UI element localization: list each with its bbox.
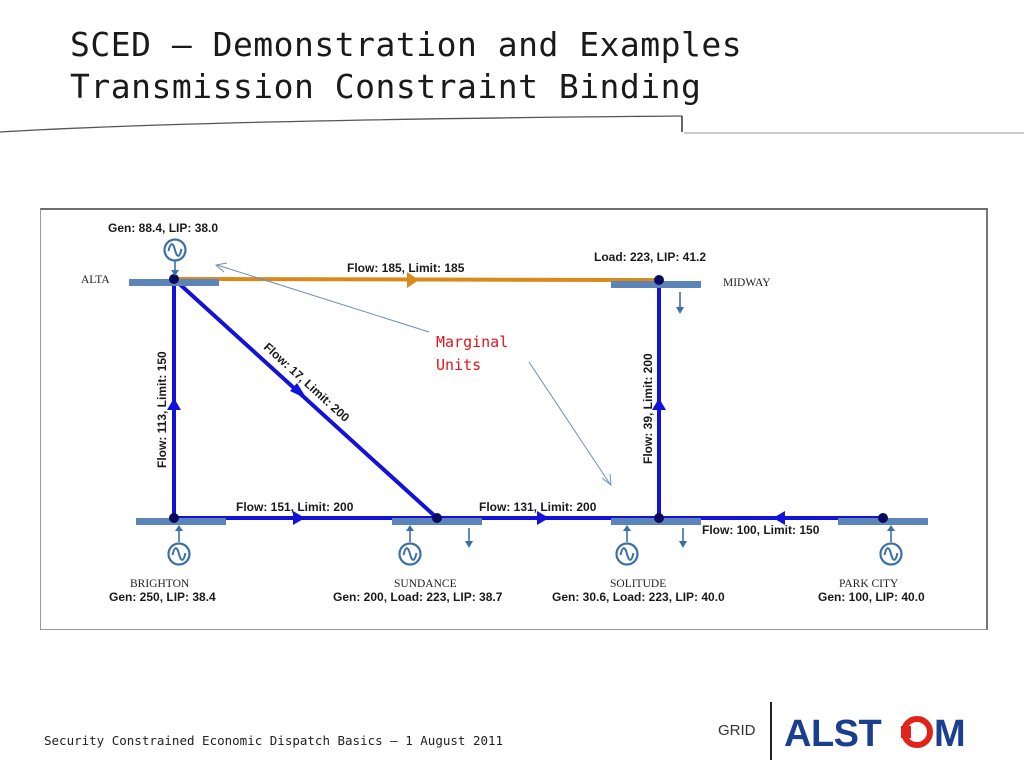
bus-info-parkcity: Gen: 100, LIP: 40.0 — [818, 590, 925, 604]
network-diagram: ALTA MIDWAY BRIGHTON SUNDANCE SOLITUDE P… — [81, 221, 928, 604]
arrow-alta-sundance — [290, 383, 307, 399]
generator-brighton-icon — [167, 525, 191, 566]
node-parkcity — [878, 513, 888, 523]
title-rule — [0, 115, 1024, 134]
load-sundance-icon — [465, 528, 473, 548]
node-midway — [654, 275, 664, 285]
bus-bar-midway — [611, 281, 701, 288]
node-brighton — [169, 513, 179, 523]
load-midway-icon — [676, 292, 684, 314]
bus-info-alta: Gen: 88.4, LIP: 38.0 — [108, 221, 218, 235]
flow-label-parkcity-solitude: Flow: 100, Limit: 150 — [702, 523, 820, 537]
flow-label-midway-solitude: Flow: 39, Limit: 200 — [641, 353, 655, 464]
arrow-alta-midway — [407, 272, 419, 288]
bus-label-midway: MIDWAY — [723, 277, 771, 289]
footer-grid-label: GRID — [718, 722, 756, 739]
bus-bar-brighton — [136, 518, 226, 525]
pointer-to-alta — [216, 264, 430, 333]
generator-solitude-icon — [615, 525, 639, 566]
bus-label-sundance: SUNDANCE — [394, 578, 457, 590]
bus-info-solitude: Gen: 30.6, Load: 223, LIP: 40.0 — [552, 590, 725, 604]
footer-text: Security Constrained Economic Dispatch B… — [44, 733, 504, 748]
node-alta — [169, 274, 179, 284]
flow-label-brighton-sundance: Flow: 151, Limit: 200 — [236, 500, 354, 514]
page-title: SCED – Demonstration and Examples Transm… — [70, 24, 742, 108]
svg-text:ALST: ALST — [784, 713, 882, 754]
bus-info-sundance: Gen: 200, Load: 223, LIP: 38.7 — [333, 590, 503, 604]
pointer-to-solitude — [528, 361, 611, 485]
bus-label-brighton: BRIGHTON — [130, 578, 190, 590]
title-line-1: SCED – Demonstration and Examples — [70, 25, 743, 64]
marginal-units-pointers — [214, 262, 612, 487]
flow-label-alta-brighton: Flow: 113, Limit: 150 — [155, 351, 169, 468]
flow-arrows — [167, 272, 785, 525]
arrow-sundance-solitude — [537, 511, 549, 525]
generator-parkcity-icon — [879, 525, 903, 566]
arrow-alta-brighton — [167, 398, 181, 410]
arrow-parkcity-solitude — [773, 511, 785, 525]
flow-label-alta-midway: Flow: 185, Limit: 185 — [347, 261, 465, 275]
marginal-units-label-line1: Marginal — [436, 333, 508, 351]
load-solitude-icon — [679, 528, 687, 548]
flow-label-alta-sundance: Flow: 17, Limit: 200 — [261, 340, 353, 425]
marginal-units-label-line2: Units — [436, 356, 481, 374]
node-solitude — [654, 513, 664, 523]
bus-info-brighton: Gen: 250, LIP: 38.4 — [109, 590, 216, 604]
svg-text:M: M — [934, 713, 966, 754]
generator-alta-icon — [163, 238, 187, 276]
network-diagram-panel: ALTA MIDWAY BRIGHTON SUNDANCE SOLITUDE P… — [40, 208, 988, 630]
generator-sundance-icon — [398, 525, 422, 566]
line-alta-sundance — [172, 277, 439, 520]
title-line-2: Transmission Constraint Binding — [70, 67, 702, 106]
arrow-brighton-sundance — [293, 511, 305, 525]
arrow-midway-solitude — [652, 398, 666, 410]
junction-dots — [169, 274, 888, 523]
bus-info-midway: Load: 223, LIP: 41.2 — [594, 250, 706, 264]
bus-label-parkcity: PARK CITY — [839, 578, 899, 590]
alstom-logo-mark: ALST M — [784, 713, 966, 754]
bus-label-alta: ALTA — [81, 274, 110, 286]
transmission-lines — [172, 277, 883, 520]
node-sundance — [432, 513, 442, 523]
generators — [163, 238, 903, 566]
alstom-logo: ALST M — [784, 713, 966, 754]
loads — [465, 292, 687, 548]
bus-bars — [129, 279, 928, 525]
flow-label-sundance-solitude: Flow: 131, Limit: 200 — [479, 500, 597, 514]
logo-separator — [770, 702, 772, 760]
bus-label-solitude: SOLITUDE — [610, 578, 666, 590]
